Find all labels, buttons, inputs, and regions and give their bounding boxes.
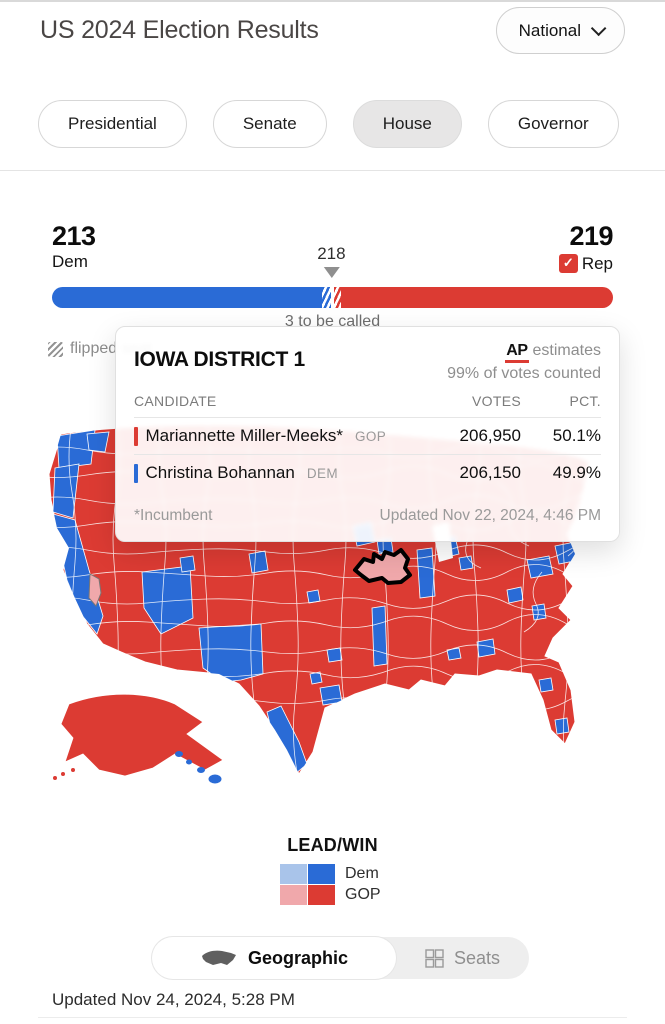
- majority-marker-value: 218: [317, 244, 346, 263]
- lead-win-legend: LEAD/WIN Dem GOP: [0, 835, 665, 905]
- toggle-seats[interactable]: Seats: [396, 937, 529, 979]
- candidate-pct: 50.1%: [552, 426, 601, 445]
- rep-seat-label: Rep: [581, 254, 613, 274]
- candidate-pct: 49.9%: [552, 463, 601, 482]
- ap-estimates: AP estimates: [447, 342, 601, 363]
- majority-marker: 218: [317, 244, 346, 278]
- rep-seat-count: 219: [569, 221, 613, 251]
- region-selector-label: National: [518, 20, 581, 40]
- incumbent-footnote: *Incumbent: [134, 507, 213, 524]
- legend-label-gop: GOP: [345, 886, 381, 903]
- dem-seat-label: Dem: [52, 252, 88, 272]
- candidate-votes: 206,950: [459, 426, 521, 445]
- race-type-tabs: Presidential Senate House Governor: [38, 100, 619, 148]
- col-candidate: CANDIDATE: [134, 393, 217, 409]
- toggle-geographic-label: Geographic: [247, 947, 349, 968]
- votes-counted-text: 99% of votes counted: [447, 365, 601, 382]
- dem-color-bar: [134, 463, 138, 483]
- tab-house[interactable]: House: [352, 100, 462, 148]
- legend-label-dem: Dem: [345, 865, 379, 882]
- alaska: [60, 693, 224, 777]
- toggle-seats-label: Seats: [453, 947, 501, 968]
- bottom-divider: [38, 1017, 627, 1018]
- ap-logo: AP: [505, 342, 529, 363]
- dem-win-swatch: [308, 864, 335, 884]
- chevron-down-icon: [590, 20, 607, 37]
- seat-bar-gap: [330, 287, 334, 308]
- majority-marker-triangle-icon: [323, 267, 340, 278]
- map-updated-text: Updated Nov 24, 2024, 5:28 PM: [52, 990, 295, 1009]
- to-be-called-text: 3 to be called: [284, 313, 381, 330]
- us-map-icon: [201, 950, 236, 965]
- hawaii: [175, 751, 222, 784]
- rep-winner-checkbox[interactable]: ✓: [558, 253, 578, 273]
- candidate-name: Christina Bohannan: [145, 463, 295, 482]
- tab-senate[interactable]: Senate: [212, 100, 327, 148]
- toggle-geographic[interactable]: Geographic: [152, 937, 396, 979]
- dem-seat-count: 213: [52, 221, 96, 251]
- region-selector[interactable]: National: [495, 7, 625, 54]
- candidate-name: Mariannette Miller-Meeks*: [145, 426, 343, 445]
- rep-seat-count-block: 219 ✓ Rep: [558, 221, 614, 274]
- legend-row-dem: Dem: [280, 864, 385, 884]
- map-view-toggle: Geographic Seats: [152, 937, 529, 979]
- gop-lead-district-ca[interactable]: [88, 573, 102, 607]
- dem-seat-count-block: 213 Dem: [52, 222, 96, 272]
- seat-bar-dem-segment: [52, 287, 322, 308]
- tooltip-title: IOWA DISTRICT 1: [134, 348, 305, 371]
- page-title: US 2024 Election Results: [40, 16, 319, 44]
- header-divider: [0, 170, 665, 171]
- candidate-row-dem: Christina Bohannan DEM 206,150 49.9%: [134, 454, 601, 491]
- dem-lead-swatch: [280, 864, 307, 884]
- district-result-tooltip: IOWA DISTRICT 1 AP estimates 99% of votes…: [115, 326, 620, 542]
- candidate-row-gop: Mariannette Miller-Meeks* GOP 206,950 50…: [134, 417, 601, 454]
- seats-grid-icon: [425, 948, 444, 968]
- col-pct: PCT.: [569, 393, 601, 409]
- flipped-seat-hatch-icon: [48, 341, 63, 357]
- seat-bar: [52, 287, 613, 308]
- candidate-votes: 206,150: [459, 463, 521, 482]
- tooltip-updated-text: Updated Nov 22, 2024, 4:46 PM: [379, 507, 601, 524]
- gop-lead-swatch: [280, 885, 307, 905]
- tab-governor[interactable]: Governor: [487, 100, 619, 148]
- estimates-label: estimates: [532, 342, 601, 359]
- highlighted-district-iowa-1[interactable]: [353, 548, 412, 585]
- legend-row-gop: GOP: [280, 885, 385, 905]
- seat-bar-gop-segment: [341, 287, 613, 308]
- candidate-party: GOP: [354, 428, 387, 444]
- top-divider: [0, 0, 665, 2]
- tooltip-column-headers: CANDIDATE VOTES PCT.: [134, 393, 601, 417]
- gop-win-swatch: [308, 885, 335, 905]
- col-votes: VOTES: [472, 393, 521, 409]
- legend-title: LEAD/WIN: [287, 835, 378, 855]
- seat-bar-dem-uncalled-segment: [321, 287, 331, 308]
- candidate-party: DEM: [306, 465, 339, 481]
- tab-presidential[interactable]: Presidential: [38, 100, 187, 148]
- seat-bar-gop-uncalled-segment: [333, 287, 342, 308]
- gop-color-bar: [134, 426, 138, 446]
